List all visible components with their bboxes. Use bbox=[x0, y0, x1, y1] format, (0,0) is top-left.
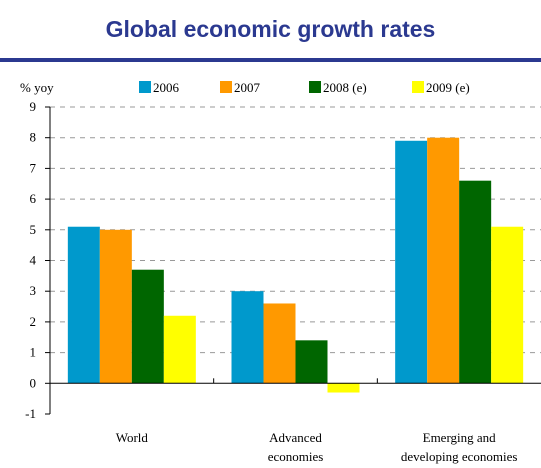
bar bbox=[459, 180, 492, 384]
legend-label: 2009 (e) bbox=[426, 80, 470, 95]
y-tick-label: 6 bbox=[30, 191, 37, 206]
y-tick-label: 0 bbox=[30, 375, 37, 390]
legend-label: 2007 bbox=[234, 80, 261, 95]
bars bbox=[67, 137, 524, 393]
bar bbox=[295, 340, 328, 384]
category-label: Emerging and developing economies bbox=[401, 430, 518, 464]
bar bbox=[67, 226, 100, 384]
y-tick-label: 1 bbox=[30, 345, 37, 360]
category-label: Advanced economies bbox=[268, 430, 324, 464]
category-labels: World Advanced economies Emerging and develo… bbox=[116, 430, 518, 464]
bar bbox=[327, 383, 360, 393]
title-rule bbox=[0, 58, 541, 62]
legend-swatch bbox=[309, 81, 321, 93]
legend-label: 2006 bbox=[153, 80, 180, 95]
bar bbox=[163, 315, 196, 384]
y-ticks: -1 0 1 2 3 4 5 6 7 8 9 bbox=[25, 99, 50, 421]
legend-swatch bbox=[139, 81, 151, 93]
y-axis-label: % yoy bbox=[20, 80, 54, 95]
y-tick-label: -1 bbox=[25, 406, 36, 421]
bar bbox=[131, 269, 164, 384]
y-tick-label: 7 bbox=[30, 160, 37, 175]
legend-swatch bbox=[220, 81, 232, 93]
y-tick-label: 3 bbox=[30, 283, 37, 298]
category-label: World bbox=[116, 430, 149, 445]
bar bbox=[99, 229, 132, 384]
bar bbox=[427, 137, 460, 384]
bar bbox=[263, 303, 296, 384]
y-tick-label: 8 bbox=[30, 130, 37, 145]
legend-label: 2008 (e) bbox=[323, 80, 367, 95]
legend-swatch bbox=[412, 81, 424, 93]
title-band bbox=[0, 0, 541, 58]
chart-title: Global economic growth rates bbox=[105, 16, 436, 42]
y-tick-label: 2 bbox=[30, 314, 37, 329]
bar bbox=[231, 291, 264, 384]
bar bbox=[395, 140, 428, 384]
bar bbox=[491, 226, 524, 384]
legend: 2006 2007 2008 (e) 2009 (e) bbox=[139, 80, 470, 95]
y-tick-label: 4 bbox=[30, 253, 37, 268]
y-tick-label: 5 bbox=[30, 222, 37, 237]
y-tick-label: 9 bbox=[30, 99, 37, 114]
